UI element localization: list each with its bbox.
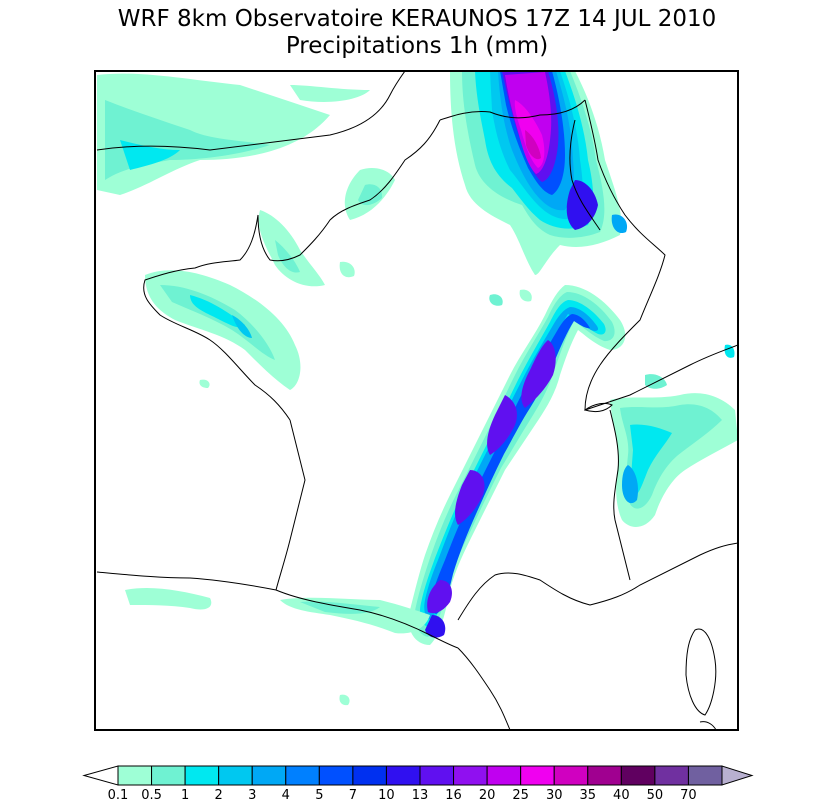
colorbar-swatch <box>117 765 153 786</box>
map-subtitle: Precipitations 1h (mm) <box>285 33 549 59</box>
colorbar-swatch <box>285 765 320 786</box>
colorbar-swatch <box>620 765 656 786</box>
precipitation-field <box>97 71 738 706</box>
rhine-border <box>569 119 601 231</box>
pyrenees-border <box>275 589 459 649</box>
colorbar-swatch <box>352 765 387 786</box>
precip-cell-alps <box>610 344 738 527</box>
lake-geneva <box>583 402 613 413</box>
colorbar-swatch <box>520 765 555 786</box>
precip-cell-normandy <box>258 210 355 287</box>
colorbar-tick-label: 1 <box>181 788 189 800</box>
colorbar-tick-label: 3 <box>248 788 256 800</box>
colorbar-tick-label: 2 <box>215 788 223 800</box>
swiss-border <box>584 344 738 411</box>
precip-cell-pyrenees <box>125 587 430 706</box>
colorbar-tick-label: 0.1 <box>108 788 129 800</box>
precip-cell-convective-line <box>408 285 626 645</box>
colorbar-tick-label: 30 <box>546 788 563 800</box>
colorbar-swatch <box>486 765 522 786</box>
belgium-border <box>439 99 586 121</box>
channel-france-coast <box>257 119 441 262</box>
colorbar-over-arrow <box>721 765 754 786</box>
colorbar-under-arrow <box>82 765 119 786</box>
colorbar-tick-label: 35 <box>580 788 597 800</box>
colorbar-tick-label: 50 <box>647 788 664 800</box>
germany-border <box>584 99 666 366</box>
colorbar-tick-label: 5 <box>315 788 323 800</box>
precip-cell-channel <box>97 73 395 220</box>
colorbar-tick-label: 0.5 <box>141 788 162 800</box>
colorbar: 0.1 0.5 1 2 3 4 5 7 10 13 16 20 25 30 35 40 50 70 <box>82 765 754 800</box>
colorbar-swatch <box>587 765 622 786</box>
colorbar-swatch <box>419 765 455 786</box>
sardinia-tip <box>699 721 717 730</box>
italy-border <box>609 409 631 581</box>
colorbar-swatch <box>218 765 253 786</box>
colorbar-swatch <box>453 765 488 786</box>
map-title: WRF 8km Observatoire KERAUNOS 17Z 14 JUL… <box>117 6 717 32</box>
colorbar-swatch <box>184 765 220 786</box>
colorbar-swatch <box>654 765 689 786</box>
colorbar-swatch <box>385 765 421 786</box>
iberia-med-coast <box>457 647 511 730</box>
colorbar-swatch <box>553 765 589 786</box>
colorbar-tick-label: 40 <box>613 788 630 800</box>
colorbar-tick-label: 20 <box>479 788 496 800</box>
colorbar-tick-label: 16 <box>445 788 462 800</box>
coastlines <box>96 71 738 730</box>
colorbar-tick-label: 7 <box>349 788 357 800</box>
colorbar-swatch <box>687 765 723 786</box>
brittany-coast <box>143 214 291 421</box>
colorbar-tick-label: 10 <box>378 788 395 800</box>
colorbar-swatch <box>151 765 186 786</box>
iberia-north-coast <box>96 571 277 591</box>
colorbar-tick-label: 4 <box>282 788 290 800</box>
precip-cell-brittany <box>145 270 301 390</box>
colorbar-tick-label: 25 <box>512 788 529 800</box>
colorbar-swatch <box>251 765 287 786</box>
precip-cell-northeast <box>450 71 628 275</box>
map-frame <box>94 70 739 731</box>
mediterranean-coast <box>457 542 738 621</box>
colorbar-swatch <box>318 765 354 786</box>
england-coast <box>96 71 406 151</box>
colorbar-tick-label: 70 <box>680 788 697 800</box>
corsica <box>685 628 717 716</box>
colorbar-tick-label: 13 <box>412 788 429 800</box>
biscay-coast <box>275 419 306 591</box>
